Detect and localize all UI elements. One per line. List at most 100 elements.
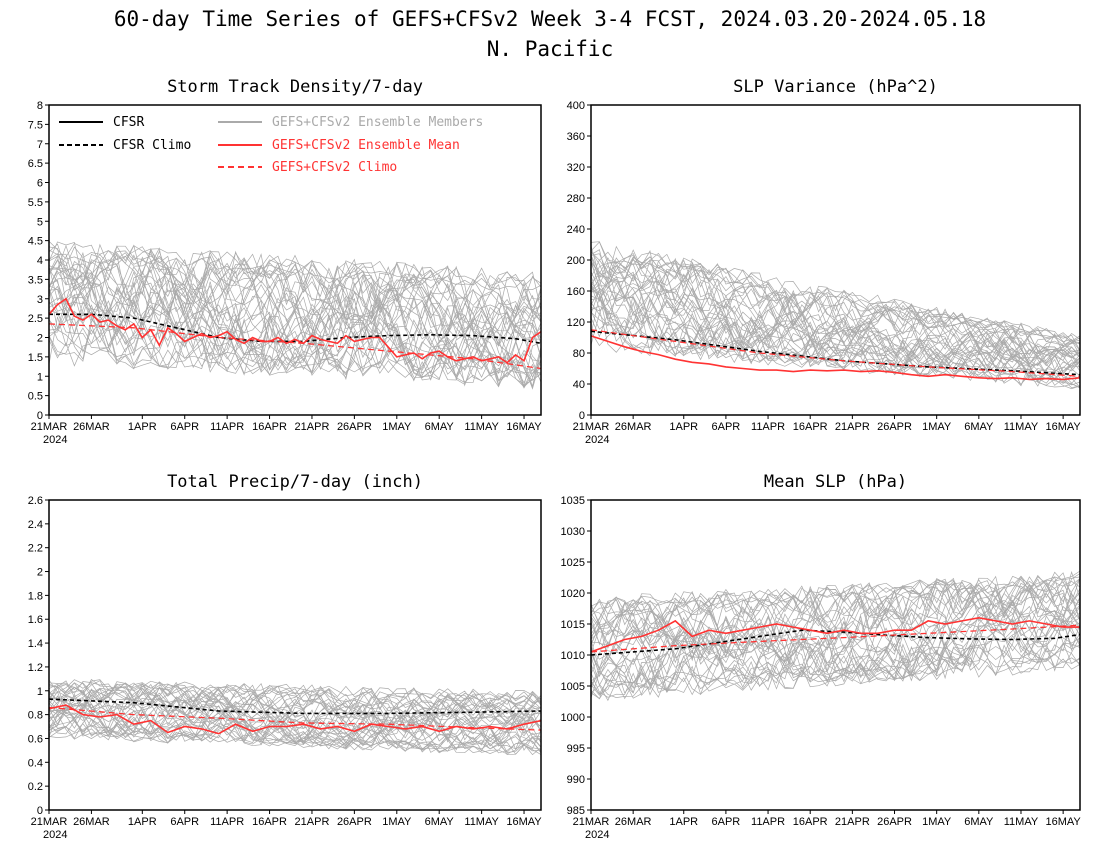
x-tick-label: 6APR bbox=[170, 816, 199, 828]
ensemble-member-line bbox=[48, 247, 542, 374]
ensemble-member-line bbox=[48, 284, 542, 390]
ensemble-member-line bbox=[48, 244, 542, 389]
y-tick-label: 5.5 bbox=[28, 197, 43, 209]
x-tick-label: 16MAY bbox=[1046, 816, 1082, 828]
ensemble-member-line bbox=[590, 577, 1081, 644]
y-tick-label: 0.5 bbox=[28, 391, 43, 403]
y-tick-label: 2.5 bbox=[28, 313, 43, 325]
ensemble-member-line bbox=[48, 688, 542, 741]
ensemble-member-line bbox=[590, 286, 1081, 357]
x-tick-label: 26MAR bbox=[615, 421, 652, 433]
ensemble-member-line bbox=[48, 680, 542, 755]
ensemble-member-line bbox=[48, 681, 542, 746]
x-tick-label: 16MAY bbox=[506, 816, 542, 828]
ensemble-member-line bbox=[590, 285, 1081, 387]
panels: Storm Track Density/7-day 0 0.5 1 1.5 2 2.5 3 3.… bbox=[28, 77, 1082, 841]
x-tick-label: 26APR bbox=[337, 816, 372, 828]
ensemble-member-line bbox=[48, 684, 542, 743]
x-tick-label: 21MAR bbox=[573, 816, 610, 828]
series-gefs-cfsv2-climo bbox=[590, 329, 1081, 377]
legend-label-cfsr: CFSR bbox=[113, 115, 144, 130]
panel-title: Total Precip/7-day (inch) bbox=[167, 472, 423, 492]
x-tick-label: 21MAR bbox=[31, 816, 68, 828]
x-tick-label: 1APR bbox=[669, 421, 698, 433]
ensemble-member-line bbox=[48, 243, 542, 363]
ensemble-member-line bbox=[48, 257, 542, 384]
series-gefs-cfsv2-climo bbox=[48, 323, 542, 370]
ensemble-member-line bbox=[590, 596, 1081, 683]
series-gefs-cfsv2-climo bbox=[48, 706, 542, 731]
ensemble-member-line bbox=[590, 571, 1081, 695]
x-tick-label: 26MAR bbox=[615, 816, 652, 828]
y-tick-label: 1035 bbox=[561, 495, 585, 507]
ensemble-member-line bbox=[590, 241, 1081, 368]
y-tick-label: 0.6 bbox=[28, 733, 43, 745]
x-tick-label: 11MAY bbox=[464, 421, 499, 433]
x-tick-label: 1MAY bbox=[922, 421, 952, 433]
ensemble-member-line bbox=[590, 574, 1081, 696]
series-gefs-cfsv2-ensemble-mean bbox=[48, 297, 542, 364]
x-tick-label: 21APR bbox=[835, 816, 870, 828]
ensemble-member-line bbox=[48, 264, 542, 369]
ensemble-member-line bbox=[48, 680, 542, 751]
y-tick-label: 2.4 bbox=[28, 519, 43, 531]
x-tick-label: 11APR bbox=[751, 421, 785, 433]
y-tick-label: 0.4 bbox=[28, 757, 43, 769]
x-tick-label: 1APR bbox=[128, 816, 157, 828]
y-tick-label: 1.8 bbox=[28, 590, 43, 602]
ensemble-member-line bbox=[590, 250, 1081, 386]
ensemble-member-line bbox=[590, 575, 1081, 646]
ensemble-member-line bbox=[590, 610, 1081, 700]
x-tick-label: 1APR bbox=[128, 421, 157, 433]
x-tick-label: 1MAY bbox=[922, 816, 952, 828]
x-tick-label: 6APR bbox=[712, 421, 741, 433]
y-tick-label: 3.5 bbox=[28, 274, 43, 286]
x-tick-label: 16MAY bbox=[1046, 421, 1082, 433]
y-tick-label: 1.6 bbox=[28, 614, 43, 626]
x-tick-label: 11APR bbox=[210, 421, 244, 433]
y-tick-label: 320 bbox=[567, 162, 585, 174]
y-tick-label: 360 bbox=[567, 131, 585, 143]
ensemble-member-line bbox=[590, 291, 1081, 373]
ensemble-member-line bbox=[590, 578, 1081, 664]
x-tick-label: 6MAY bbox=[964, 421, 994, 433]
ensemble-member-line bbox=[590, 581, 1081, 686]
y-tick-label: 1.4 bbox=[28, 638, 43, 650]
legend: CFSR CFSR Climo GEFS+CFSv2 Ensemble Member… bbox=[59, 115, 483, 175]
x-tick-label: 26MAR bbox=[73, 816, 110, 828]
figure-subtitle: N. Pacific bbox=[487, 37, 613, 61]
legend-label-members: GEFS+CFSv2 Ensemble Members bbox=[272, 115, 483, 130]
ensemble-member-line bbox=[590, 302, 1081, 371]
ensemble-member-line bbox=[590, 589, 1081, 688]
y-tick-label: 200 bbox=[567, 255, 585, 267]
ensemble-member-line bbox=[590, 260, 1081, 387]
ensemble-member-line bbox=[48, 249, 542, 381]
ensemble-member-line bbox=[48, 683, 542, 753]
ensemble-member-line bbox=[590, 262, 1081, 389]
ensemble-member-line bbox=[590, 256, 1081, 386]
y-tick-label: 0.2 bbox=[28, 781, 43, 793]
y-tick-label: 6.5 bbox=[28, 158, 43, 170]
ensemble-member-line bbox=[48, 253, 542, 329]
y-tick-label: 2 bbox=[37, 333, 43, 345]
ensemble-member-line bbox=[590, 268, 1081, 369]
x-tick-label: 21MAR bbox=[573, 421, 610, 433]
ensemble-member-line bbox=[590, 282, 1081, 381]
series-cfsr-climo bbox=[49, 313, 542, 345]
ensemble-member-line bbox=[590, 275, 1081, 372]
x-tick-label: 16MAY bbox=[506, 421, 542, 433]
y-tick-label: 6 bbox=[37, 178, 43, 190]
series-gefs-cfsv2-ensemble-mean bbox=[590, 335, 1081, 381]
ensemble-member-line bbox=[48, 698, 542, 754]
x-tick-label: 11APR bbox=[210, 816, 244, 828]
x-tick-label: 11APR bbox=[751, 816, 785, 828]
ensemble-member-line bbox=[48, 261, 542, 352]
ensemble-member-line bbox=[48, 684, 542, 730]
y-tick-label: 1005 bbox=[561, 681, 585, 693]
ensemble-member-line bbox=[48, 250, 542, 379]
x-year-label: 2024 bbox=[585, 829, 609, 841]
series-gefs-cfsv2-climo bbox=[590, 624, 1081, 653]
ensemble-member-line bbox=[590, 583, 1081, 700]
ensemble-member-line bbox=[590, 591, 1081, 689]
y-tick-label: 1.5 bbox=[28, 352, 43, 364]
